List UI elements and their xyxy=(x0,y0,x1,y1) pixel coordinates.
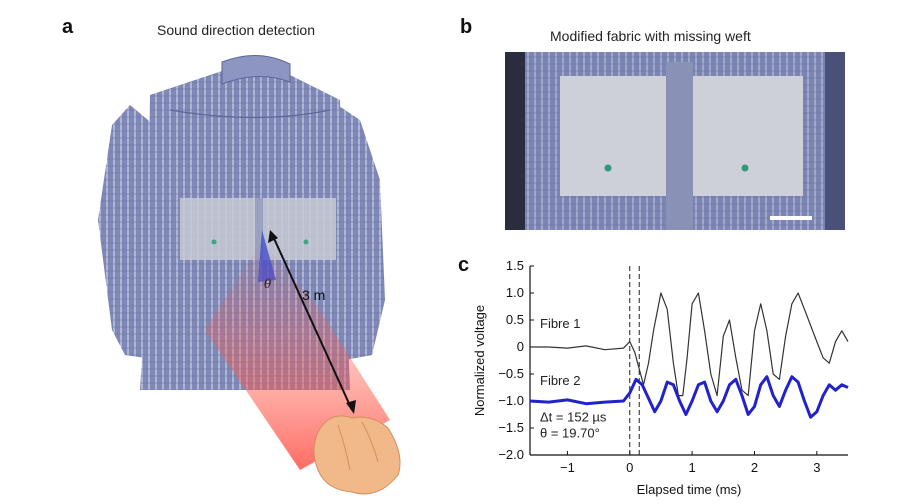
left-sleeve xyxy=(98,105,160,360)
panel-b-title: Modified fabric with missing weft xyxy=(550,28,751,44)
panel-b-letter: b xyxy=(460,16,473,38)
annotation-theta: θ = 19.70° xyxy=(540,426,600,441)
y-tick-label: 0 xyxy=(517,339,524,354)
fabric-panel-right xyxy=(693,76,803,196)
voltage-chart: 1.5 1.0 0.5 0 −0.5 −1.0 −1.5 −2.0 −1 0 1 2 3 Fibre 1 F… xyxy=(472,258,849,497)
shirt-illustration: θ 3 m xyxy=(98,54,401,495)
clapping-hands xyxy=(313,415,401,495)
series-line-fibre-1 xyxy=(530,292,849,397)
y-tick-label: −0.5 xyxy=(498,366,524,381)
y-tick-label: −1.0 xyxy=(498,393,524,408)
fabric-panel-left xyxy=(560,76,666,196)
electrode-left xyxy=(604,164,612,172)
y-axis-label: Normalized voltage xyxy=(472,305,487,416)
x-tick-label: 0 xyxy=(626,460,633,475)
electrode-right xyxy=(741,164,749,172)
x-tick-label: −1 xyxy=(560,460,575,475)
fabric-photo xyxy=(505,52,845,230)
x-tick-label: 2 xyxy=(751,460,758,475)
distance-label: 3 m xyxy=(302,287,325,303)
y-tick-label: 1.0 xyxy=(506,285,524,300)
sound-cone xyxy=(205,240,390,470)
y-tick-label: 1.5 xyxy=(506,258,524,273)
panel-a-letter: a xyxy=(62,16,74,38)
panel-a-title: Sound direction detection xyxy=(157,22,315,38)
y-tick-label: −1.5 xyxy=(498,420,524,435)
series-label-fibre-2: Fibre 2 xyxy=(540,373,580,388)
x-tick-label: 1 xyxy=(689,460,696,475)
annotation-delta-t: Δt = 152 µs xyxy=(540,410,607,425)
x-tick-label: 3 xyxy=(813,460,820,475)
y-tick-label: −2.0 xyxy=(498,447,524,462)
scale-bar xyxy=(770,216,812,220)
x-axis-label: Elapsed time (ms) xyxy=(637,482,742,497)
panel-c-letter: c xyxy=(458,254,470,276)
series-line-fibre-2 xyxy=(529,375,849,419)
collar xyxy=(221,54,291,85)
series-label-fibre-1: Fibre 1 xyxy=(540,316,580,331)
y-tick-label: 0.5 xyxy=(506,312,524,327)
